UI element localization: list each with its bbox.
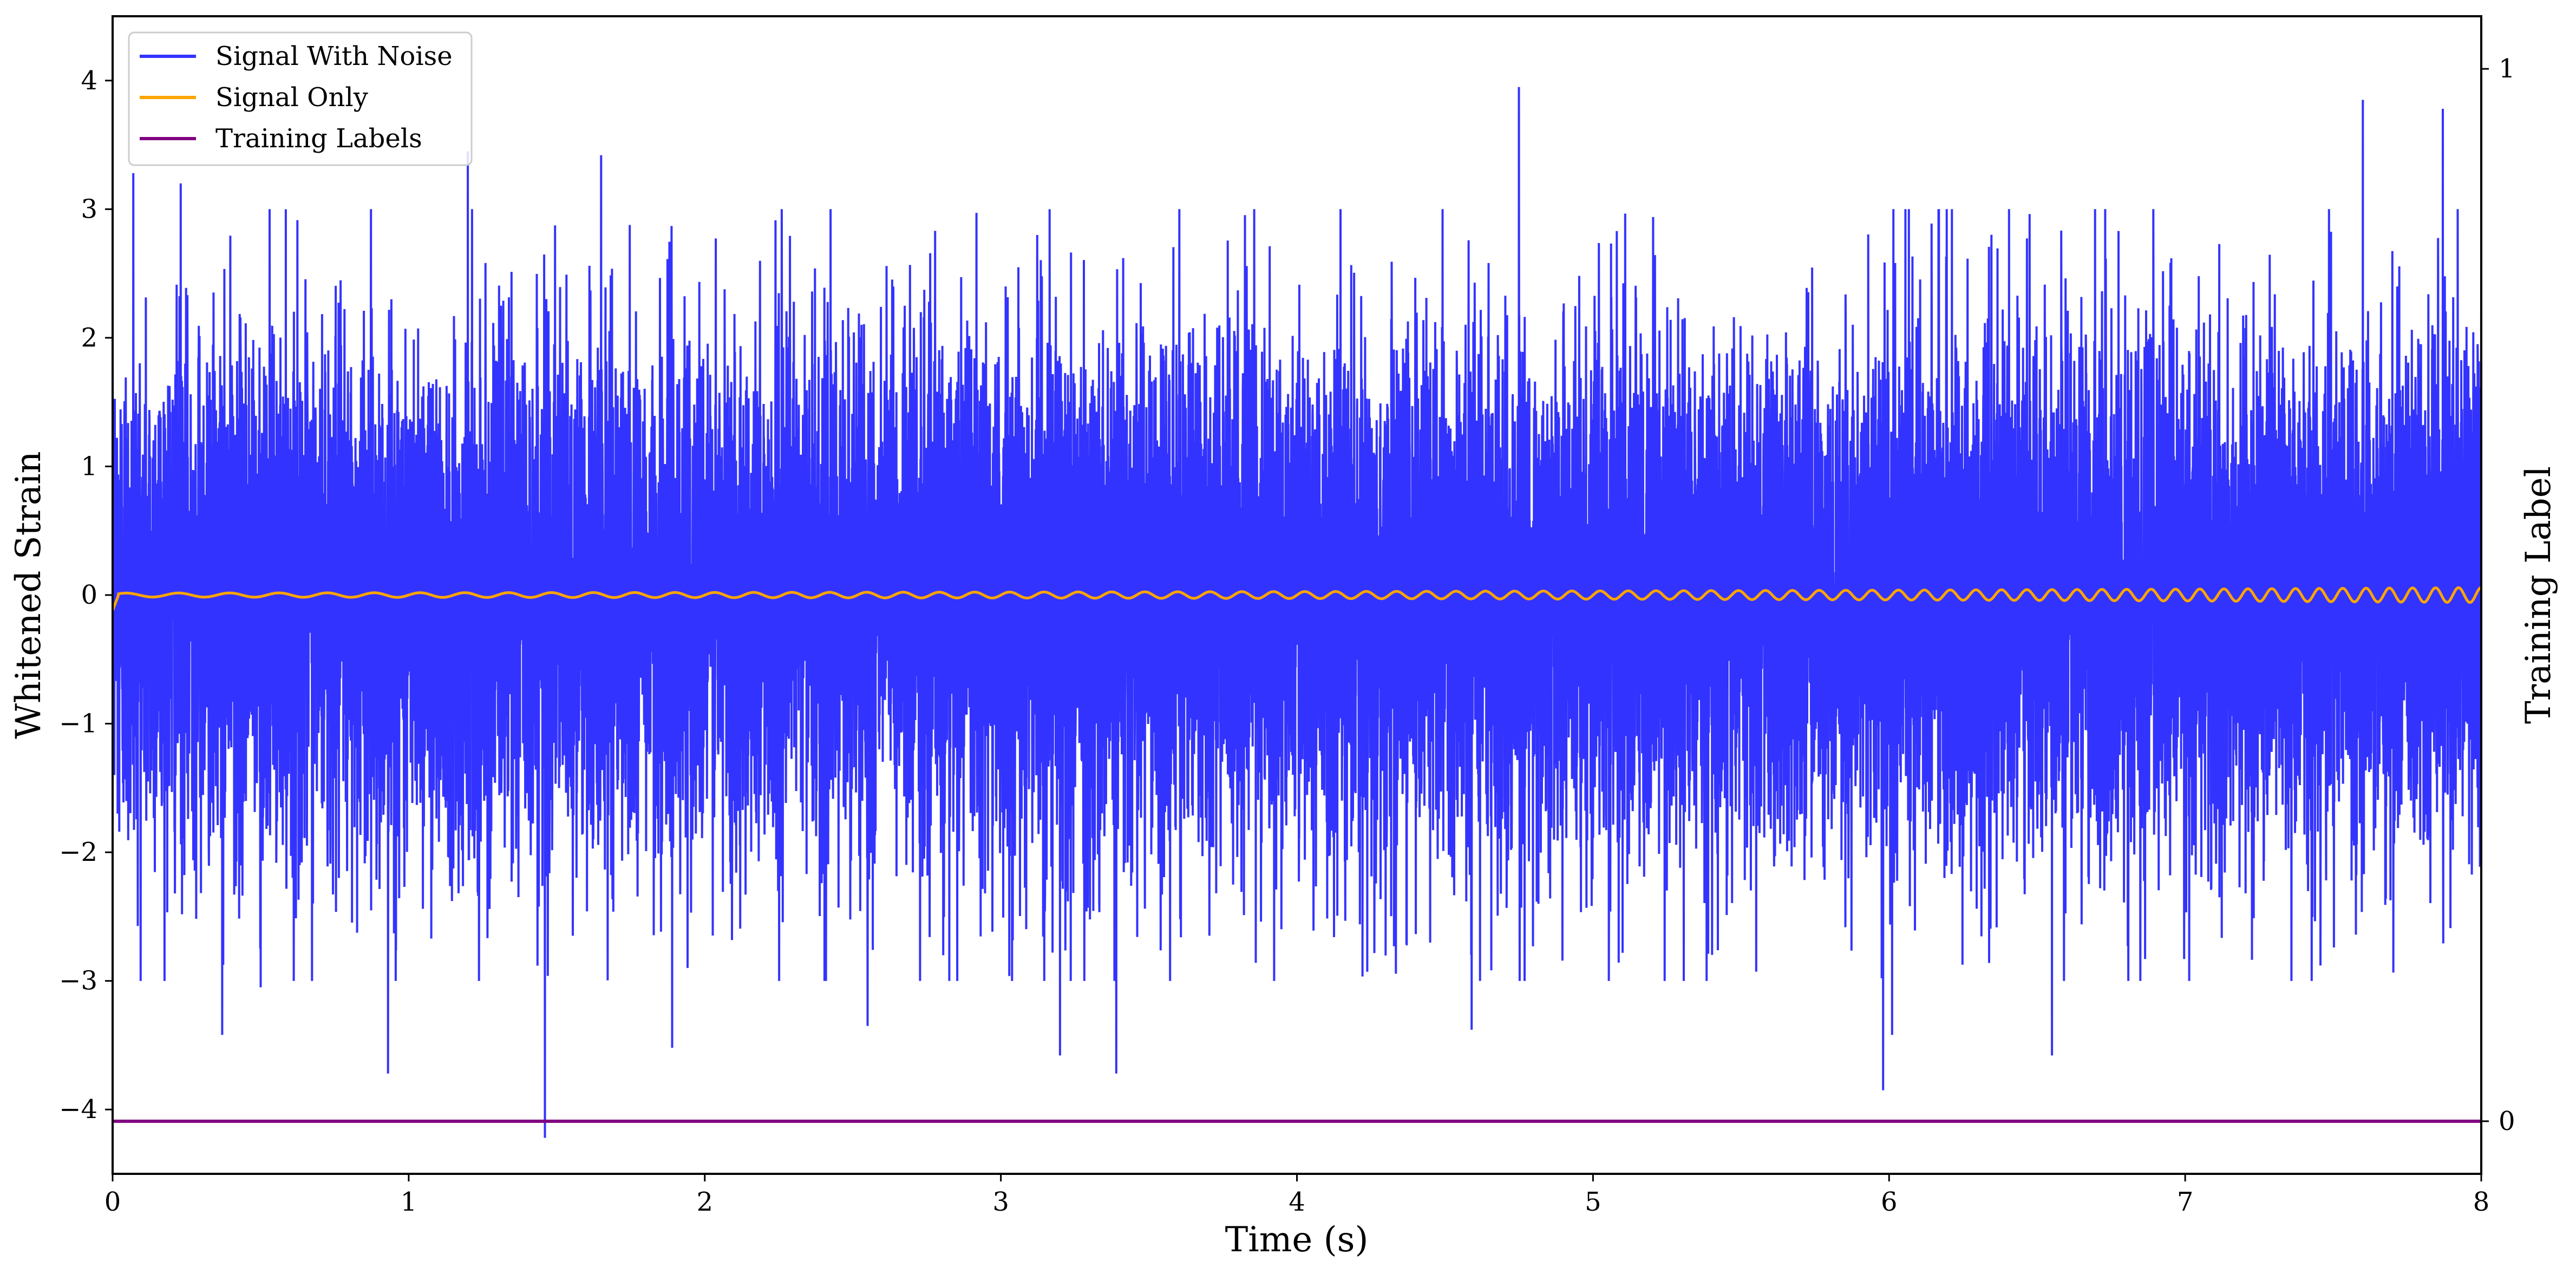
x-tick-label: 6 [1881,1187,1898,1217]
series-layer [111,87,2482,1138]
y-tick-label: −4 [59,1094,97,1125]
series-signal-only [111,586,2482,611]
x-tick-label: 4 [1289,1187,1305,1217]
x-tick-label: 3 [992,1187,1009,1217]
y-tick-label: 1 [81,451,97,481]
x-tick-label: 8 [2473,1187,2490,1217]
x-tick-label: 2 [696,1187,713,1217]
legend-label-signal-only: Signal Only [215,82,368,113]
legend-label-signal-with-noise: Signal With Noise [215,41,453,71]
y-right-tick-label: 0 [2499,1106,2515,1136]
y-tick-label: −1 [59,709,97,739]
y-tick-label: 2 [81,323,97,353]
y-tick-label: 3 [81,194,97,224]
x-tick-label: 7 [2177,1187,2194,1217]
y-tick-label: −3 [59,966,97,996]
legend: Signal With Noise Signal Only Training L… [128,31,473,166]
legend-box [128,31,473,166]
x-axis-label: Time (s) [1225,1220,1369,1260]
y-axis-ticks: 4 3 2 1 0 −1 −2 −3 −4 [59,66,113,1125]
x-tick-label: 1 [401,1187,417,1217]
y-axis-label: Whitened Strain [9,451,49,739]
x-tick-label: 5 [1585,1187,1601,1217]
x-tick-label: 0 [104,1187,121,1217]
legend-label-training-labels: Training Labels [215,123,422,154]
y-right-tick-label: 1 [2499,54,2515,84]
y-axis-right-ticks: 10 [2481,54,2515,1136]
x-axis-ticks: 0 1 2 3 4 5 6 7 8 [104,1174,2490,1217]
y-axis-right-label: Training Label [2519,466,2559,724]
y-tick-label: 4 [81,66,97,96]
series-signal-with-noise [112,87,2482,1138]
y-tick-label: −2 [59,837,97,867]
y-tick-label: 0 [81,580,97,610]
